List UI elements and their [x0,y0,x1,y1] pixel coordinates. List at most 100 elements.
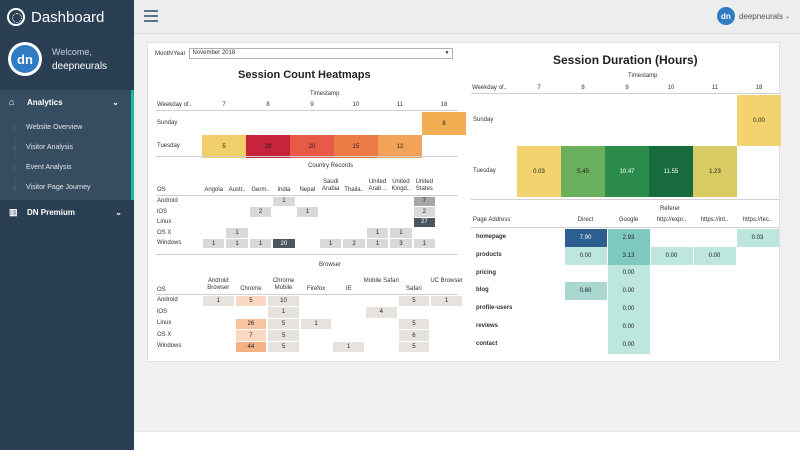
browser-row-label: Windows [157,343,182,350]
filter-label: Month/Year [155,50,186,57]
heatmap-cell: 15 [334,135,378,158]
subnav-event-analysis[interactable]: Event Analysis [0,158,131,178]
brand-title: Dashboard [31,8,105,26]
nav-dn-premium[interactable]: ▥ DN Premium ⌄ [0,200,134,224]
browser-col-header: UC Browser [430,278,463,284]
browser-title: Browser [319,262,342,268]
country-row-label: iOS [157,208,168,215]
analytics-submenu: Website Overview Visitor Analysis Event … [0,114,134,200]
browser-cell: 10 [268,295,299,307]
country-col-header: Angola [204,187,224,193]
chevron-down-icon: ⌄ [112,97,119,107]
browser-col-header: Firefox [306,286,326,292]
month-year-select[interactable]: November 2018 ▼ [189,48,454,59]
heatmap-col-header: 18 [440,102,448,108]
referer-cell: 0.00 [607,264,650,283]
browser-cell: 5 [398,295,430,307]
referer-cell: 3.13 [607,246,650,265]
divider [156,195,458,196]
browser-cell: 44 [235,341,267,353]
subnav-website-overview[interactable]: Website Overview [0,118,131,138]
referer-row-label: reviews [476,323,499,329]
duration-row-header: Weekday of.. [472,85,507,91]
country-cell: 1 [249,238,272,249]
duration-cell: 0.00 [737,95,781,146]
country-row-label: Linux [157,219,172,226]
month-filter: Month/Year November 2018 ▼ [155,48,454,59]
browser-col-header: Safari [406,286,422,292]
footer [134,431,800,450]
divider [156,110,458,111]
avatar-small: dn [716,7,735,25]
heatmap-cell: 5 [202,135,246,158]
referer-title: Referer [660,206,681,212]
duration-cell: 1.23 [693,146,737,197]
country-col-header: Austr.. [228,187,246,193]
country-cell: 1 [413,238,435,249]
country-cell: 1 [320,238,342,249]
caret-down-icon: ▼ [444,50,450,56]
duration-col-header: 18 [755,85,763,91]
duration-cell: 0.03 [517,146,561,197]
heatmap-col-header: 9 [310,102,314,108]
home-icon: ⌂ [9,97,15,107]
browser-col-header: IE [345,286,352,292]
referer-cell: 0.00 [650,246,693,265]
heatmap-row-label: Tuesday [157,143,180,149]
referer-row-label: homepage [476,234,507,240]
country-col-header: United Kingd.. [391,179,411,192]
browser-row-label: OS X [157,331,172,338]
subnav-visitor-page-journey[interactable]: Visitor Page Journey [0,178,131,198]
country-cell: 1 [203,238,225,249]
referer-row-label: pricing [476,269,497,276]
duration-title: Session Duration (Hours) [553,53,698,67]
divider [156,254,458,255]
menu-toggle-icon[interactable] [144,10,158,22]
profile-username: deepneurals [52,60,108,72]
browser-row-label: Linux [157,320,172,327]
country-cell: 3 [390,238,412,249]
divider [471,227,779,228]
browser-cell: 7 [235,330,267,341]
browser-cell: 5 [268,330,299,341]
referer-col-header: http://expr.. [656,217,687,223]
browser-col-header: Mobile Safari [363,278,399,284]
country-cell: 2 [249,207,272,217]
heatmap-row-header: Weekday of.. [157,102,192,108]
country-col-header: India [277,187,291,193]
browser-cell: 1 [300,318,332,330]
country-cell: 1 [366,228,389,238]
browser-row-label: iOS [157,308,168,315]
country-cell: 20 [273,238,295,249]
country-cell: 1 [226,238,248,249]
user-menu[interactable]: dn deepneurals ⌄ [716,7,790,25]
country-col-header: United States [415,179,433,192]
divider [471,199,779,200]
sidebar: Dashboard dn Welcome, deepneurals ⌂ Anal… [0,0,134,450]
country-title: Country Records [308,163,354,169]
heatmap-cell: 12 [378,135,422,158]
logo-icon [7,8,25,26]
nav-analytics[interactable]: ⌂ Analytics ⌄ [0,90,134,114]
referer-cell: 0.00 [607,335,650,354]
browser-cell: 5 [268,318,299,330]
avatar: dn [8,42,42,76]
brand[interactable]: Dashboard [0,0,134,34]
referer-col-header: https://tec.. [742,217,773,223]
heatmap-col-header: 10 [352,102,360,108]
heatmap-title: Session Count Heatmaps [238,69,371,81]
country-col-header: United Arab .. [368,179,387,192]
browser-cell: 1 [203,295,234,307]
referer-cell: 0.00 [564,246,607,265]
heatmap-cell: 8 [422,112,466,135]
browser-cell: 6 [398,330,430,341]
country-cell: 27 [413,217,435,228]
referer-cell: 2.93 [607,229,650,247]
referer-row-label: blog [476,287,489,294]
country-cell: 2 [413,207,435,217]
welcome-text: Welcome, [52,46,92,57]
subnav-visitor-analysis[interactable]: Visitor Analysis [0,138,131,158]
nav-analytics-label: Analytics [27,97,63,107]
browser-cell: 1 [333,341,364,353]
referer-col-header: Google [618,217,639,223]
